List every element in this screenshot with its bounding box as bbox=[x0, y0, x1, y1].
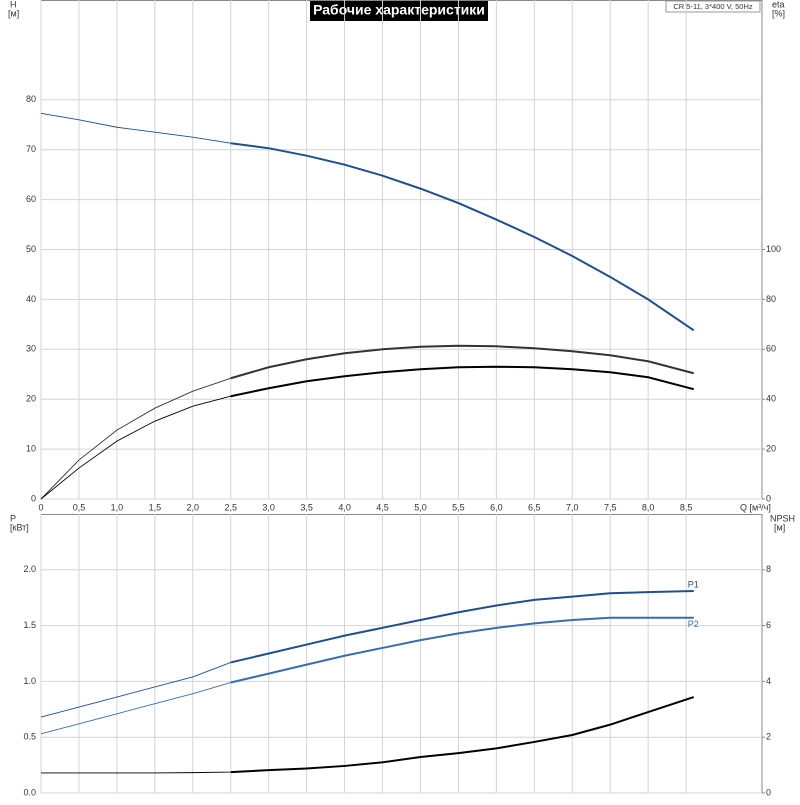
y2-tick-label: 20 bbox=[766, 443, 776, 453]
y2-tick-label: 6 bbox=[766, 620, 771, 630]
y-axis-label: H bbox=[10, 0, 17, 9]
y-tick-label: 50 bbox=[26, 244, 36, 254]
y-axis-unit: [кВт] bbox=[10, 522, 29, 532]
y2-tick-label: 100 bbox=[766, 244, 781, 254]
y-tick-label: 30 bbox=[26, 344, 36, 354]
curve-label: P2 bbox=[688, 619, 699, 629]
x-tick-label: 1,0 bbox=[111, 502, 124, 512]
x-tick-label: 8,0 bbox=[642, 502, 655, 512]
y2-axis-unit: [м] bbox=[774, 522, 785, 532]
curve-operating bbox=[230, 142, 695, 332]
y2-tick-label: 40 bbox=[766, 394, 776, 404]
x-tick-label: 2,0 bbox=[187, 502, 200, 512]
y-tick-label: 70 bbox=[26, 144, 36, 154]
x-tick-label: 7,5 bbox=[604, 502, 617, 512]
y-tick-label: 1.5 bbox=[23, 620, 36, 630]
curve-operating bbox=[230, 344, 694, 380]
y2-axis-unit: [%] bbox=[772, 8, 785, 18]
y-tick-label: 1.0 bbox=[23, 676, 36, 686]
x-tick-label: 1,5 bbox=[149, 502, 162, 512]
x-tick-label: 0,5 bbox=[73, 502, 86, 512]
x-tick-label: 0 bbox=[38, 502, 43, 512]
x-tick-label: 3,0 bbox=[262, 502, 275, 512]
x-tick-label: 6,0 bbox=[490, 502, 503, 512]
y2-axis-label: NPSH bbox=[770, 513, 795, 523]
x-tick-label: 5,0 bbox=[414, 502, 427, 512]
curve-label: P1 bbox=[688, 579, 699, 589]
y-tick-label: 20 bbox=[26, 394, 36, 404]
x-tick-label: 5,5 bbox=[452, 502, 465, 512]
x-tick-label: 3,5 bbox=[300, 502, 313, 512]
x-tick-label: 2,5 bbox=[224, 502, 237, 512]
model-label: CR 5-11, 3*400 V, 50Hz bbox=[673, 2, 752, 11]
y2-axis-label: eta bbox=[772, 0, 785, 9]
y-axis-label: P bbox=[10, 513, 16, 523]
y-tick-label: 0.5 bbox=[23, 732, 36, 742]
curve-operating bbox=[230, 365, 694, 398]
y2-tick-label: 4 bbox=[766, 676, 771, 686]
title-box bbox=[310, 0, 488, 21]
x-tick-label: 7,0 bbox=[566, 502, 579, 512]
curve-operating bbox=[230, 696, 695, 774]
y-tick-label: 60 bbox=[26, 194, 36, 204]
x-tick-label: 8,5 bbox=[680, 502, 693, 512]
x-tick-label: 4,0 bbox=[338, 502, 351, 512]
x-tick-label: 4,5 bbox=[376, 502, 389, 512]
y2-tick-label: 8 bbox=[766, 564, 771, 574]
y2-tick-label: 80 bbox=[766, 294, 776, 304]
y-axis-unit: [м] bbox=[8, 8, 19, 18]
y-tick-label: 80 bbox=[26, 94, 36, 104]
y-tick-label: 0 bbox=[31, 493, 36, 503]
y2-tick-label: 2 bbox=[766, 732, 771, 742]
y-tick-label: 0.0 bbox=[23, 787, 36, 797]
x-axis-label: Q [м³/ч] bbox=[740, 502, 771, 512]
y2-tick-label: 0 bbox=[766, 493, 771, 503]
y-tick-label: 2.0 bbox=[23, 564, 36, 574]
curve-operating bbox=[230, 616, 694, 684]
x-tick-label: 6,5 bbox=[528, 502, 541, 512]
chart-title: Рабочие характеристики bbox=[313, 2, 485, 18]
curve-operating bbox=[230, 590, 694, 664]
y2-tick-label: 60 bbox=[766, 344, 776, 354]
y-tick-label: 10 bbox=[26, 443, 36, 453]
y2-tick-label: 0 bbox=[766, 787, 771, 797]
y-tick-label: 40 bbox=[26, 294, 36, 304]
